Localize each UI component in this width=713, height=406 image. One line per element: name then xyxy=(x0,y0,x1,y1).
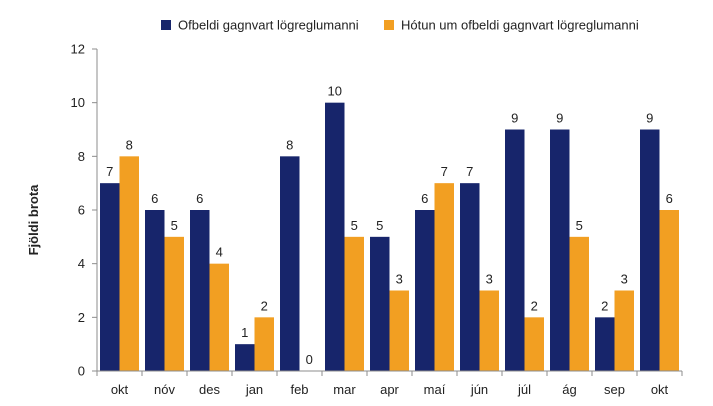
x-tick-label: sep xyxy=(604,382,625,397)
data-label-series-2: 5 xyxy=(351,218,358,233)
x-tick-label: mar xyxy=(333,382,356,397)
data-label-series-1: 2 xyxy=(601,298,608,313)
bar-series-1 xyxy=(190,210,210,371)
bar-series-1 xyxy=(460,183,480,371)
y-tick-label: 6 xyxy=(78,203,85,218)
bar-series-2 xyxy=(524,317,544,371)
x-tick-label: júl xyxy=(517,382,531,397)
y-tick-label: 10 xyxy=(71,95,85,110)
y-axis-label: Fjöldi brota xyxy=(26,184,41,256)
bar-series-1 xyxy=(100,183,120,371)
data-label-series-2: 2 xyxy=(261,298,268,313)
data-label-series-1: 7 xyxy=(466,164,473,179)
bar-series-2 xyxy=(254,317,274,371)
legend: Ofbeldi gagnvart lögreglumanni Hótun um … xyxy=(161,18,639,33)
bar-series-1 xyxy=(550,129,570,371)
data-label-series-1: 5 xyxy=(376,218,383,233)
bar-series-2 xyxy=(614,290,634,371)
data-label-series-1: 8 xyxy=(286,137,293,152)
bar-series-2 xyxy=(209,263,229,371)
y-axis: 0 2 4 6 8 10 12 xyxy=(71,42,98,379)
data-label-series-2: 4 xyxy=(216,245,223,260)
bar-series-1 xyxy=(325,102,345,372)
bar-series-1 xyxy=(370,236,390,371)
y-tick-label: 4 xyxy=(78,256,85,271)
data-label-series-1: 9 xyxy=(646,111,653,126)
y-tick-label: 2 xyxy=(78,310,85,325)
bar-series-2 xyxy=(119,156,139,371)
bar-series-1 xyxy=(595,317,615,371)
x-tick-label: apr xyxy=(380,382,399,397)
data-label-series-1: 1 xyxy=(241,325,248,340)
data-label-series-1: 6 xyxy=(421,191,428,206)
y-tick-label: 12 xyxy=(71,42,85,57)
x-tick-label: okt xyxy=(651,382,669,397)
x-tick-label: okt xyxy=(111,382,129,397)
bar-series-2 xyxy=(479,290,499,371)
x-tick-label: ág xyxy=(562,382,576,397)
bar-series-1 xyxy=(505,129,525,371)
y-tick-label: 0 xyxy=(78,364,85,379)
data-label-series-1: 9 xyxy=(511,111,518,126)
bar-series-2 xyxy=(434,183,454,371)
bars xyxy=(100,102,679,372)
x-tick-label: maí xyxy=(424,382,446,397)
x-tick-label: nóv xyxy=(154,382,175,397)
bar-series-1 xyxy=(415,210,435,371)
bar-series-2 xyxy=(659,210,679,371)
legend-swatch-series-1 xyxy=(161,20,171,30)
data-label-series-2: 3 xyxy=(486,272,493,287)
x-tick-label: feb xyxy=(290,382,308,397)
bar-series-2 xyxy=(344,236,364,371)
data-label-series-2: 2 xyxy=(531,298,538,313)
data-label-series-1: 10 xyxy=(328,84,342,99)
data-label-series-1: 6 xyxy=(151,191,158,206)
data-label-series-2: 0 xyxy=(306,352,313,367)
data-label-series-2: 7 xyxy=(441,164,448,179)
bar-series-2 xyxy=(389,290,409,371)
bar-series-1 xyxy=(235,344,255,371)
x-tick-label: des xyxy=(199,382,220,397)
data-label-series-1: 7 xyxy=(106,164,113,179)
data-label-series-1: 9 xyxy=(556,111,563,126)
bar-series-1 xyxy=(640,129,660,371)
data-label-series-2: 3 xyxy=(621,272,628,287)
y-tick-label: 8 xyxy=(78,149,85,164)
legend-label-series-1: Ofbeldi gagnvart lögreglumanni xyxy=(178,18,359,33)
x-tick-label: jún xyxy=(470,382,488,397)
data-label-series-2: 5 xyxy=(171,218,178,233)
data-label-series-2: 8 xyxy=(126,137,133,152)
legend-label-series-2: Hótun um ofbeldi gagnvart lögreglumanni xyxy=(401,18,639,33)
data-label-series-2: 3 xyxy=(396,272,403,287)
x-axis: okt nóv des jan feb mar apr maí jún júl ág sep okt xyxy=(96,370,683,397)
bar-series-2 xyxy=(569,236,589,371)
legend-swatch-series-2 xyxy=(384,20,394,30)
data-label-series-1: 6 xyxy=(196,191,203,206)
data-label-series-2: 6 xyxy=(666,191,673,206)
bar-series-1 xyxy=(280,156,300,371)
data-label-series-2: 5 xyxy=(576,218,583,233)
bar-series-1 xyxy=(145,210,165,371)
x-tick-label: jan xyxy=(245,382,263,397)
bar-series-2 xyxy=(164,236,184,371)
